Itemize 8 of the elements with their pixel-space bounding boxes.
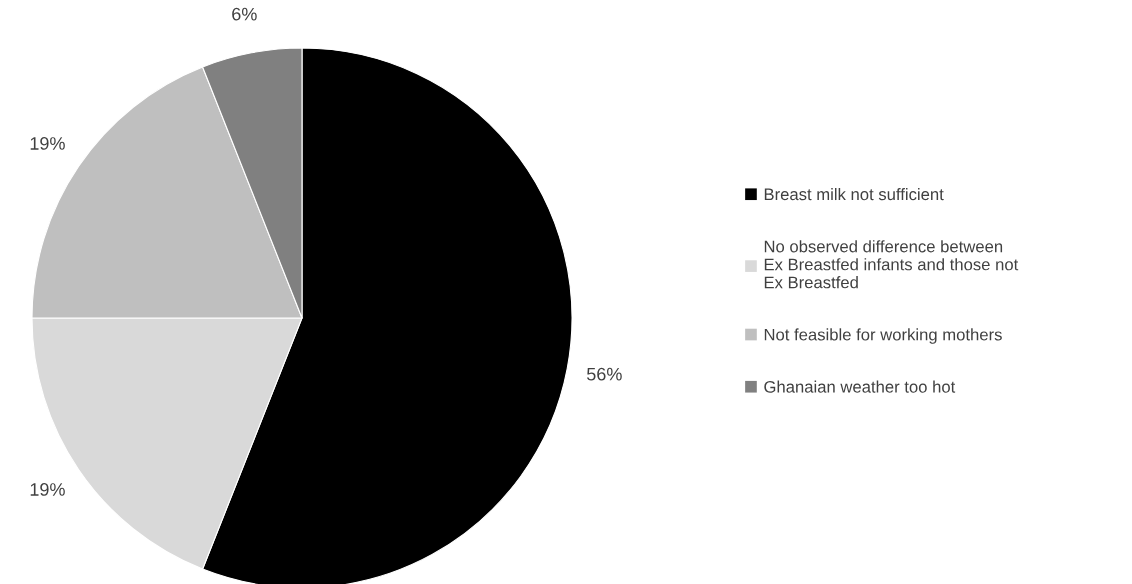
data-label: 19% xyxy=(30,137,65,150)
data-label: 56% xyxy=(587,367,622,381)
legend-label: Not feasible for working mothers xyxy=(764,328,1002,344)
legend-label: Ghanaian weather too hot xyxy=(764,380,956,393)
legend-label: No observed difference between Ex Breastfed infants and those not Ex Breastfed xyxy=(764,240,1019,289)
data-label: 19% xyxy=(30,483,65,496)
data-label: 6% xyxy=(232,7,257,21)
legend-label: Breast milk not sufficient xyxy=(764,187,944,201)
